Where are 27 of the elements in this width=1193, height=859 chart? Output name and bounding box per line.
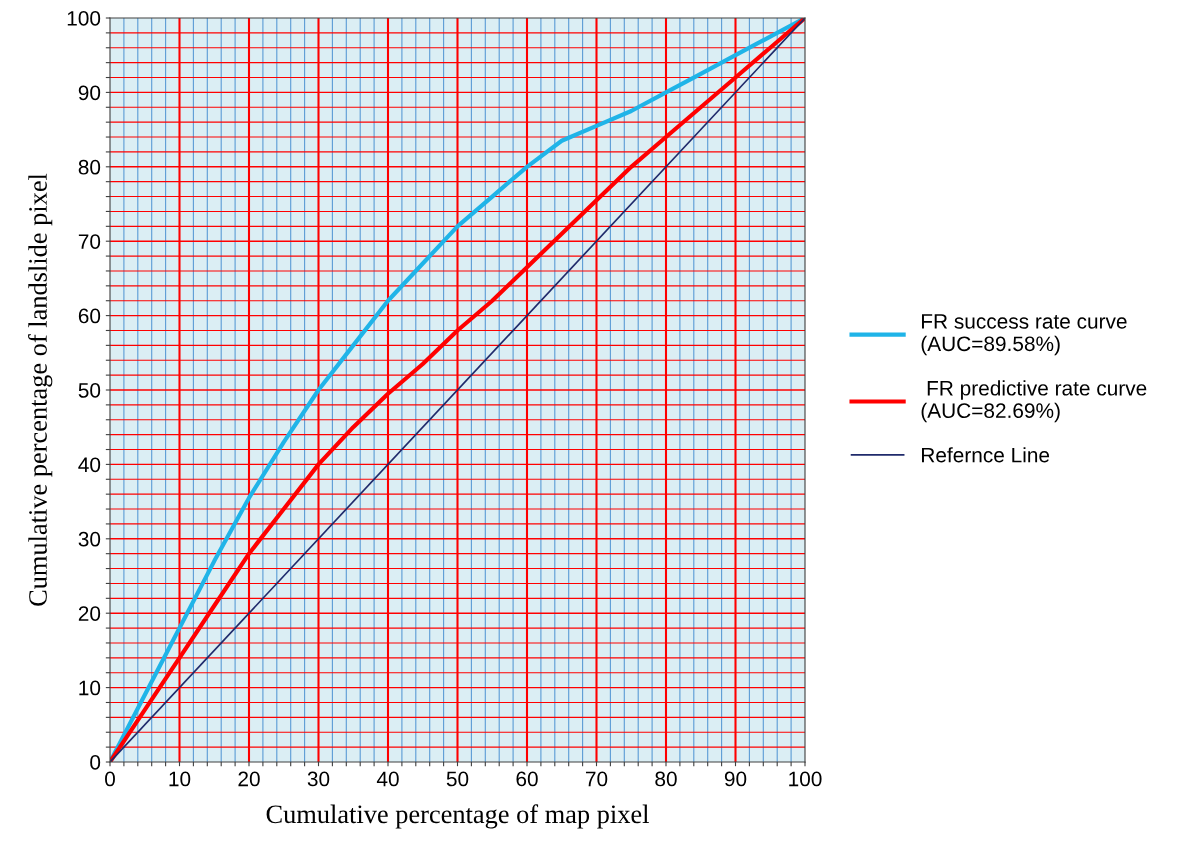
x-tick-label: 60 — [516, 771, 538, 787]
legend-label: FR predictive rate curve (AUC=82.69%) — [921, 380, 1147, 423]
legend-label: Refernce Line — [922, 447, 1050, 463]
x-tick-label: 100 — [789, 771, 822, 787]
x-tick-label: 80 — [655, 771, 677, 787]
y-tick-label: 70 — [78, 234, 101, 249]
x-tick-label: 90 — [724, 771, 747, 787]
y-tick-label: 20 — [78, 606, 101, 621]
y-tick-label: 10 — [79, 680, 101, 696]
x-tick-label: 0 — [105, 771, 115, 787]
x-tick-label: 40 — [376, 771, 399, 787]
x-tick-label: 10 — [169, 771, 191, 787]
y-tick-label: 30 — [78, 531, 101, 547]
legend-label: FR success rate curve (AUC=89.58%) — [921, 314, 1127, 356]
y-tick-label: 100 — [67, 11, 101, 26]
y-tick-label: 90 — [78, 85, 101, 101]
x-tick-label: 50 — [446, 771, 469, 787]
y-tick-label: 0 — [90, 755, 101, 770]
y-tick-label: 80 — [78, 159, 101, 175]
y-tick-label: 40 — [78, 457, 101, 473]
y-tick-label: 60 — [78, 308, 101, 324]
x-tick-label: 70 — [585, 771, 608, 787]
y-tick-label: 50 — [78, 383, 101, 398]
x-tick-label: 20 — [238, 771, 260, 787]
x-tick-label: 30 — [307, 771, 330, 787]
x-axis-title: Cumulative percentage of map pixel — [266, 804, 649, 829]
y-axis-title: Cumulative percentage of landslide pixel — [28, 173, 53, 606]
